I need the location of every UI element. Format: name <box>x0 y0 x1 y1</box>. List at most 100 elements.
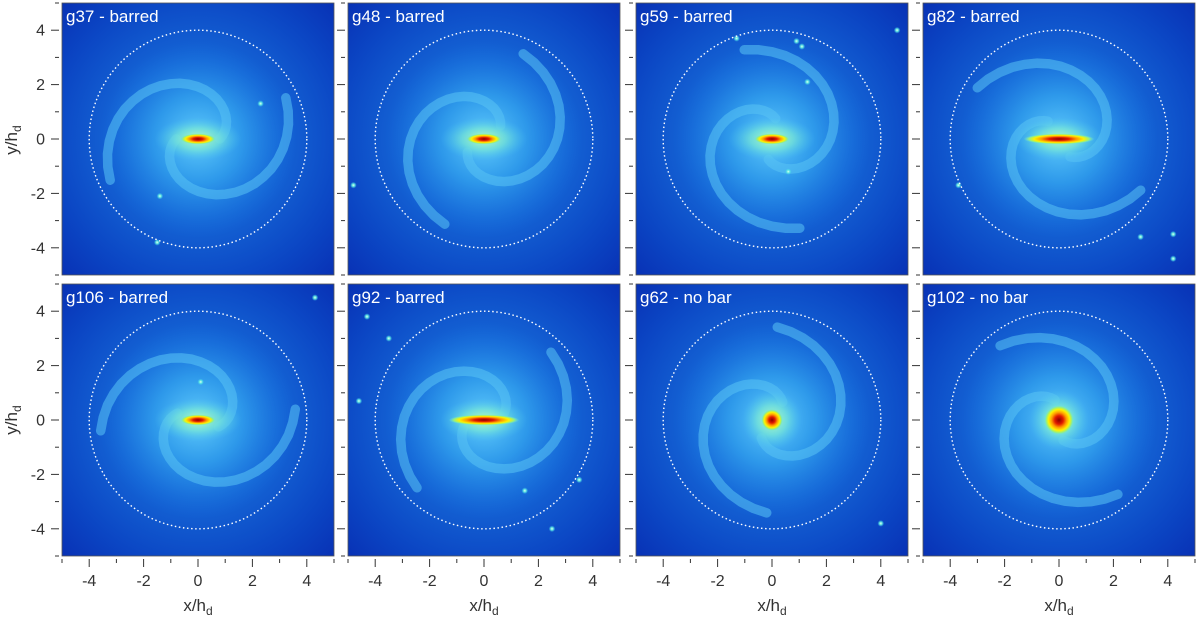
panel-title: g102 - no bar <box>927 288 1028 307</box>
clump-point <box>521 487 529 495</box>
reference-circle <box>374 310 594 530</box>
clump-point <box>156 192 164 200</box>
x-axis-title: x/hd <box>469 596 498 617</box>
y-axis-title-top: y/hd <box>2 125 24 154</box>
bar-core <box>180 414 216 426</box>
panel-frame <box>61 283 335 557</box>
clump-point <box>350 181 357 189</box>
spiral-arms <box>102 78 294 200</box>
y-tick-label: 0 <box>36 413 45 430</box>
clump-point <box>1137 233 1144 241</box>
panel-frame <box>347 283 621 557</box>
clump-point <box>1169 230 1177 238</box>
spiral-arm <box>995 332 1119 449</box>
x-tick-label: -2 <box>136 573 150 590</box>
bulge-core <box>1044 405 1074 435</box>
clump-point <box>385 335 393 342</box>
clump-point <box>1169 255 1177 262</box>
panel-title: g59 - barred <box>640 7 733 26</box>
x-tick-label: 2 <box>248 573 257 590</box>
x-tick-label: 2 <box>534 573 543 590</box>
clump-point <box>548 525 556 533</box>
spiral-arms <box>698 322 846 518</box>
panels-layer: g37 - barred g48 - barred g59 - barred g82 … <box>61 2 1196 557</box>
x-ticks <box>922 559 1196 567</box>
clump-point <box>785 168 792 175</box>
bar-core <box>448 414 520 426</box>
x-axis-title: x/hd <box>183 596 212 617</box>
y-ticks <box>337 283 345 557</box>
spiral-arms <box>705 45 839 233</box>
y-tick-label: -2 <box>31 186 45 203</box>
panel-g106: g106 - barred <box>61 283 335 557</box>
clump-point <box>804 78 811 86</box>
y-ticks <box>51 283 59 557</box>
x-axis-titles: x/hd x/hd x/hd x/hd <box>183 596 1073 617</box>
reference-circle <box>374 29 594 249</box>
clump-point <box>355 397 363 405</box>
x-axis-title: x/hd <box>1044 596 1073 617</box>
y-tick-label: -4 <box>31 240 45 257</box>
y-tick-label: 0 <box>36 132 45 149</box>
spiral-arm <box>164 93 294 200</box>
spiral-arm <box>395 366 511 493</box>
panel-title: g37 - barred <box>66 7 159 26</box>
y-tick-label: 4 <box>36 304 45 321</box>
x-ticks <box>347 559 621 567</box>
x-tick-label: 2 <box>1109 573 1118 590</box>
bulge-core <box>761 409 783 431</box>
panel-image <box>636 3 908 275</box>
x-tick-label: -4 <box>943 573 957 590</box>
x-tick-label: 0 <box>480 573 489 590</box>
spiral-arm <box>102 78 232 185</box>
clump-point <box>798 43 806 50</box>
panel-image <box>62 284 334 556</box>
x-tick-label: 0 <box>1055 573 1064 590</box>
clump-point <box>793 37 800 45</box>
clump-point <box>197 378 204 386</box>
panel-g48: g48 - barred <box>347 2 621 276</box>
y-tick-label: 4 <box>36 23 45 40</box>
y-ticks <box>912 2 920 276</box>
reference-circle <box>662 29 882 249</box>
y-tick-label: 2 <box>36 77 45 94</box>
y-tick-label: -4 <box>31 521 45 538</box>
panel-title: g92 - barred <box>352 288 445 307</box>
clump-point <box>893 26 901 34</box>
spiral-arm <box>705 104 805 233</box>
bar-core <box>1023 133 1095 145</box>
y-axis-title-bottom: y/hd <box>2 405 24 434</box>
panel-frame <box>922 283 1196 557</box>
y-ticks <box>625 2 633 276</box>
panel-g92: g92 - barred <box>347 283 621 557</box>
spiral-arm <box>457 347 573 474</box>
x-tick-label: -2 <box>422 573 436 590</box>
clump-point <box>257 100 264 107</box>
panel-frame <box>347 2 621 276</box>
reference-circle <box>662 310 882 530</box>
y-ticks <box>51 2 59 276</box>
spiral-arms <box>995 332 1123 508</box>
panel-frame <box>922 2 1196 276</box>
reference-circle <box>88 29 308 249</box>
x-tick-label: -4 <box>656 573 670 590</box>
x-ticks <box>61 559 335 567</box>
spiral-arms <box>403 49 565 229</box>
x-tick-label: 0 <box>768 573 777 590</box>
bar-core <box>466 133 502 145</box>
y-ticks <box>625 283 633 557</box>
x-tick-label: 4 <box>1163 573 1172 590</box>
clump-point <box>311 294 319 301</box>
panel-g102: g102 - no bar <box>922 283 1196 557</box>
x-tick-label: 4 <box>302 573 311 590</box>
clump-point <box>877 520 885 527</box>
spiral-arm <box>698 379 788 518</box>
reference-circle <box>949 310 1169 530</box>
spiral-arm <box>739 45 839 174</box>
panel-title: g62 - no bar <box>640 288 732 307</box>
spiral-arm <box>462 49 565 187</box>
bar-core <box>180 133 216 145</box>
x-axis-title: x/hd <box>757 596 786 617</box>
x-tick-label: 4 <box>876 573 885 590</box>
